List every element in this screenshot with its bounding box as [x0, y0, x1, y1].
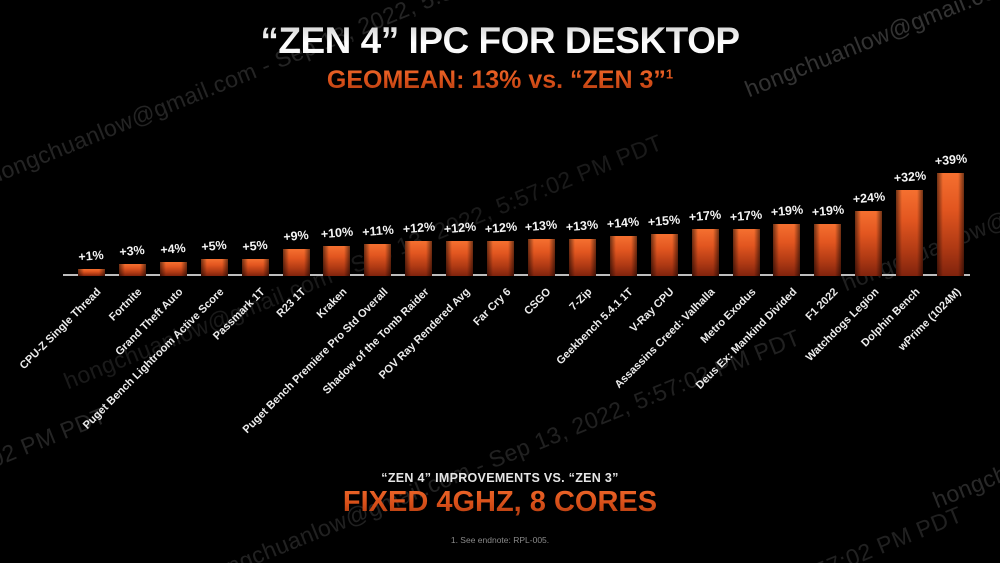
bar	[609, 236, 637, 276]
bar	[241, 259, 269, 276]
bar	[323, 246, 351, 276]
bar	[364, 244, 392, 276]
bar	[118, 264, 146, 276]
bar-category-label: Grand Theft Auto	[113, 286, 186, 359]
bar	[691, 229, 719, 276]
bar-value-label: +24%	[851, 189, 886, 207]
watermark-text: hongchuanlow@gmail.com - Sep 13, 2022, 5…	[198, 324, 804, 563]
bar-value-label: +39%	[933, 151, 968, 169]
subtitle-text: GEOMEAN: 13% vs. “ZEN 3”	[326, 66, 666, 94]
bar	[568, 239, 596, 276]
slide-subtitle: GEOMEAN: 13% vs. “ZEN 3”1	[0, 66, 1000, 95]
bar	[527, 239, 555, 276]
endnote: 1. See endnote: RPL-005.	[450, 535, 550, 545]
bar	[405, 241, 433, 276]
bar-category-label: Deus Ex: Mankind Divided	[693, 286, 800, 392]
x-axis-line	[63, 274, 970, 276]
bar	[77, 269, 105, 276]
bar	[200, 259, 228, 276]
chart-caption: “ZEN 4” IMPROVEMENTS VS. “ZEN 3”	[381, 471, 619, 485]
bar	[814, 224, 842, 276]
bar-category-label: Puget Bench Lightroom Active Score	[81, 286, 227, 432]
slide-title: “ZEN 4” IPC FOR DESKTOP	[0, 20, 1000, 62]
bar	[773, 224, 801, 276]
bar	[282, 249, 310, 276]
bar-category-label: Metro Exodus	[698, 286, 759, 346]
bar-category-label: Dolphin Bench	[858, 286, 923, 350]
bar	[159, 262, 187, 276]
bar	[732, 229, 760, 276]
bar	[487, 241, 515, 276]
bar	[650, 234, 678, 276]
bar	[446, 241, 474, 276]
bar-value-label: +32%	[892, 168, 927, 186]
bar	[896, 190, 924, 276]
bar-category-label: wPrime (1024M)	[895, 286, 964, 354]
bar-category-label: POV Ray Rendered Avg	[376, 286, 473, 382]
bar	[855, 211, 883, 276]
bar-category-label: Passmark 1T	[211, 286, 268, 343]
bar	[937, 173, 965, 276]
chart-subcaption: FIXED 4GHZ, 8 CORES	[0, 486, 1000, 519]
subtitle-footnote-marker: 1	[665, 66, 674, 82]
